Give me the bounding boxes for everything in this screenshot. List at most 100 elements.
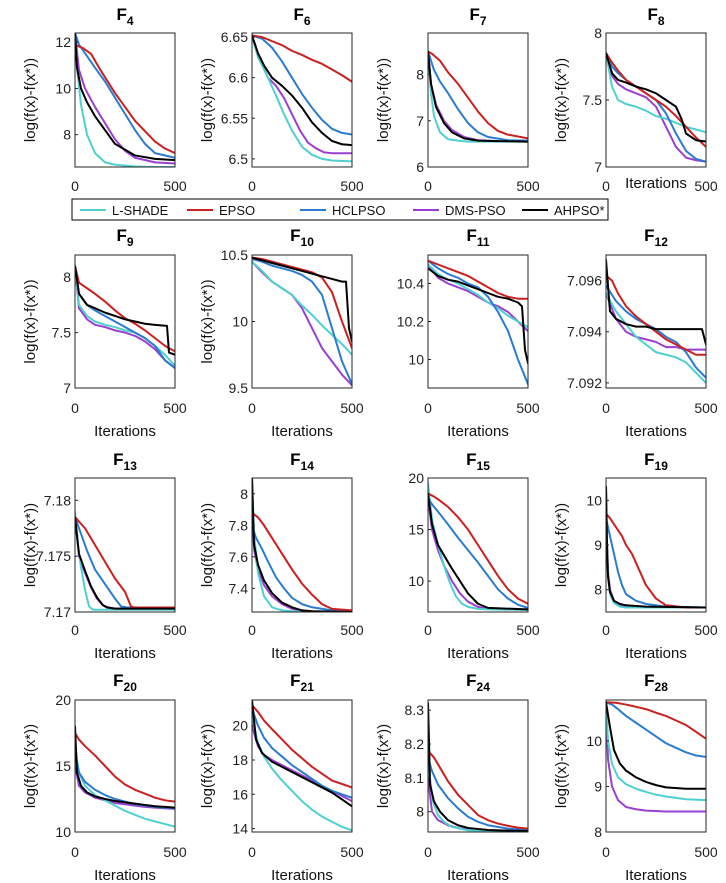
y-tick-label: 7.094 [567, 324, 602, 340]
y-tick-label: 8 [594, 582, 602, 598]
y-axis-label: log(f(x)-f(x*)) [375, 58, 392, 142]
x-tick-label: 500 [694, 400, 718, 416]
x-tick-label: 500 [516, 400, 540, 416]
legend-label: HCLPSO [332, 203, 385, 218]
panel-title: F15 [466, 450, 490, 473]
y-axis-label: log(f(x)-f(x*)) [553, 58, 570, 142]
series-line-ahpso [75, 516, 175, 610]
series-line-ahpso [252, 700, 352, 808]
series-line-l-shade [606, 292, 706, 384]
series-line-epso [252, 511, 352, 612]
series-line-epso [252, 34, 352, 83]
y-axis-label: log(f(x)-f(x*)) [375, 724, 392, 808]
x-tick-label: 500 [694, 844, 718, 860]
axes-box [427, 699, 529, 833]
y-axis-label: log(f(x)-f(x*)) [199, 58, 216, 142]
y-tick-label: 20 [408, 470, 424, 486]
y-axis-label: log(f(x)-f(x*)) [22, 58, 39, 142]
x-tick-label: 500 [163, 178, 187, 194]
panel-f14: 0 500 7.4 7.6 7.8 8 F14 Iterations log(f(x)-f(x*… [199, 450, 364, 662]
series-line-hclpso [428, 497, 528, 609]
y-axis-label: log(f(x)-f(x*)) [199, 503, 216, 587]
panel-f12: 0 500 7.092 7.094 7.096 F12 Iterations [567, 226, 718, 440]
panel-title: F24 [466, 671, 490, 694]
series-line-ahpso [252, 34, 352, 147]
x-tick-label: 500 [163, 400, 187, 416]
y-axis-label: log(f(x)-f(x*)) [22, 724, 39, 808]
x-tick-label: 0 [248, 622, 256, 638]
x-axis-label: Iterations [271, 867, 333, 883]
legend-item-l-shade: L-SHADE [80, 203, 169, 218]
plot-area [252, 700, 352, 832]
series-line-epso [252, 256, 352, 350]
y-tick-label: 12 [55, 34, 71, 50]
y-tick-label: 8.1 [405, 770, 425, 786]
axes-box [74, 254, 176, 389]
y-tick-label: 10 [586, 492, 602, 508]
x-tick-label: 0 [424, 400, 432, 416]
x-tick-label: 500 [340, 178, 364, 194]
panel-title: F8 [647, 5, 664, 28]
series-line-ahpso [606, 485, 706, 609]
y-tick-label: 10 [408, 573, 424, 589]
plot-area [75, 700, 175, 832]
panel-title: F20 [113, 671, 137, 694]
x-axis-label: Iterations [94, 867, 156, 883]
series-line-dms-pso [75, 265, 175, 370]
legend-item-hclpso: HCLPSO [300, 203, 385, 218]
axes-box [74, 32, 176, 168]
panel-title: F9 [116, 226, 133, 249]
series-line-ahpso [606, 52, 706, 143]
y-tick-label: 18 [232, 752, 248, 768]
x-axis-label: Iterations [625, 867, 687, 883]
series-line-dms-pso [428, 263, 528, 332]
y-tick-label: 10 [408, 352, 424, 368]
y-axis-label: log(f(x)-f(x*)) [22, 279, 39, 363]
panel-title: F19 [644, 450, 668, 473]
panel-f8: 0 500 7 7.5 8 F8 Iterations log(f(x)-f(x*)) [553, 5, 718, 194]
y-tick-label: 10 [232, 314, 248, 330]
series-line-ahpso [252, 478, 352, 612]
y-tick-label: 10.5 [221, 247, 248, 263]
x-tick-label: 0 [71, 178, 79, 194]
y-tick-label: 6.65 [221, 29, 248, 45]
series-line-epso [75, 265, 175, 353]
plot-area [606, 478, 706, 612]
y-tick-label: 8 [63, 127, 71, 143]
plot-area [428, 33, 528, 167]
legend: L-SHADE EPSO HCLPSO DMS-PSO AHPSO* [71, 198, 609, 221]
series-line-epso [428, 50, 528, 140]
x-tick-label: 500 [516, 622, 540, 638]
y-tick-label: 9 [594, 778, 602, 794]
y-tick-label: 10 [55, 824, 71, 840]
x-axis-label: Iterations [625, 423, 687, 440]
panel-title: F28 [644, 671, 668, 694]
panel-title: F13 [113, 450, 137, 473]
y-tick-label: 7 [63, 380, 71, 396]
x-axis-label: Iterations [271, 645, 333, 662]
panel-title: F4 [116, 5, 133, 28]
series-line-ahpso [606, 701, 706, 790]
series-line-dms-pso [75, 33, 175, 165]
y-tick-label: 16 [232, 786, 248, 802]
panel-f10: 0 500 9.5 10 10.5 F10 Iterations log(f(x)-f(x*)… [199, 226, 364, 440]
axes-box [605, 254, 707, 389]
y-tick-label: 7.096 [567, 273, 602, 289]
legend-item-ahpso: AHPSO* [522, 203, 605, 218]
x-tick-label: 500 [694, 178, 718, 194]
y-tick-label: 6.55 [221, 110, 248, 126]
x-tick-label: 500 [163, 622, 187, 638]
x-tick-label: 500 [163, 844, 187, 860]
y-axis-label: log(f(x)-f(x*)) [199, 724, 216, 808]
x-tick-label: 0 [602, 844, 610, 860]
series-line-hclpso [428, 50, 528, 142]
y-tick-label: 8 [416, 804, 424, 820]
y-tick-label: 10.2 [397, 314, 424, 330]
plot-area [428, 700, 528, 832]
x-tick-label: 0 [71, 400, 79, 416]
panel-f7: 0 500 6 7 8 F7 log(f(x)-f(x*)) [375, 5, 540, 194]
series-line-ahpso [252, 256, 352, 343]
series-line-ahpso [606, 259, 706, 346]
y-tick-label: 10 [586, 733, 602, 749]
series-line-ahpso [75, 265, 175, 356]
